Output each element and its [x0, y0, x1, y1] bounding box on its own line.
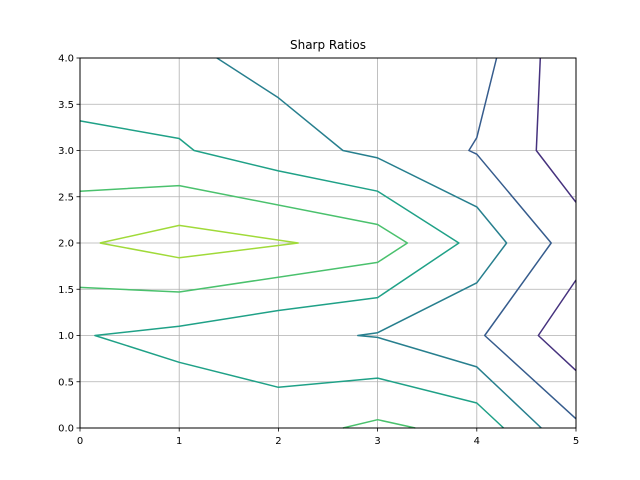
x-axis: 0 1 2 3 4 5: [77, 428, 579, 447]
x-tick-label: 2: [275, 436, 281, 447]
y-axis: 0.0 0.5 1.0 1.5 2.0 2.5 3.0 3.5 4.0: [58, 54, 80, 435]
contour-line: [216, 57, 542, 429]
x-tick-label: 0: [77, 436, 83, 447]
contour-lines: [79, 57, 577, 429]
contour-line: [537, 279, 577, 372]
contour-line: [99, 224, 299, 259]
y-tick-label: 3.0: [58, 146, 74, 157]
contour-line: [468, 57, 577, 420]
grid: [79, 57, 577, 429]
y-tick-label: 0.0: [58, 424, 74, 435]
chart-title: Sharp Ratios: [290, 38, 366, 52]
y-tick-label: 3.5: [58, 100, 74, 111]
contour-line: [342, 418, 416, 429]
contour-line: [79, 184, 409, 293]
x-tick-label: 5: [573, 436, 579, 447]
y-tick-label: 2.5: [58, 192, 74, 203]
contour-line: [79, 120, 505, 429]
x-tick-label: 3: [374, 436, 380, 447]
y-tick-label: 1.0: [58, 331, 74, 342]
y-tick-label: 4.0: [58, 54, 74, 65]
y-tick-label: 0.5: [58, 377, 74, 388]
x-tick-label: 4: [474, 436, 480, 447]
y-tick-label: 1.5: [58, 285, 74, 296]
x-tick-label: 1: [176, 436, 182, 447]
y-tick-label: 2.0: [58, 239, 74, 250]
contour-line: [535, 57, 577, 203]
